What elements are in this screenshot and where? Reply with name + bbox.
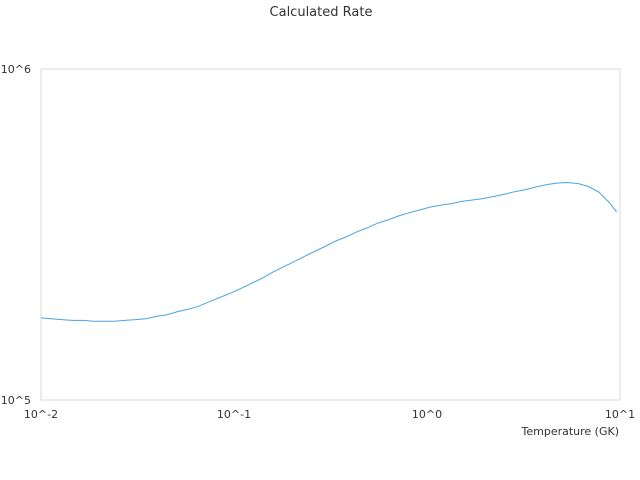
x-tick-label: 10^-1 (217, 408, 251, 421)
plot-area-border (40, 68, 621, 401)
chart-title: Calculated Rate (270, 5, 373, 20)
y-tick-label: 10^6 (1, 63, 31, 76)
y-axis-ticks: 10^5 10^6 (1, 63, 31, 407)
x-tick-label: 10^0 (412, 408, 442, 421)
x-axis-label: Temperature (GK) (521, 425, 620, 438)
y-tick-label: 10^5 (1, 394, 31, 407)
x-tick-label: 10^-2 (24, 408, 58, 421)
x-tick-label: 10^1 (605, 408, 635, 421)
x-axis-ticks: 10^-2 10^-1 10^0 10^1 (24, 408, 635, 421)
series-line (40, 181, 617, 322)
